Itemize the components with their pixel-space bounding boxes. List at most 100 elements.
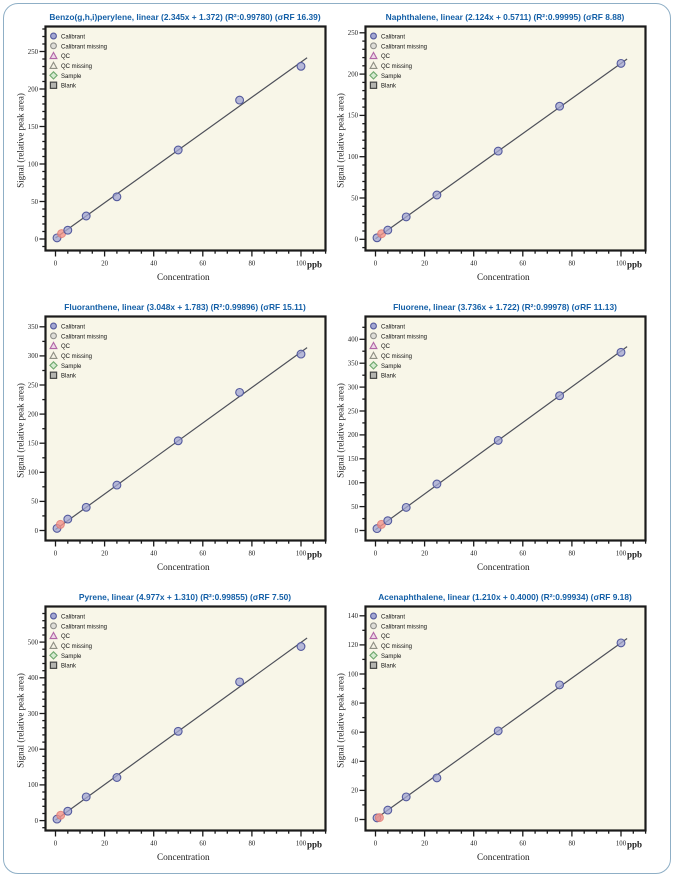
svg-text:Blank: Blank [381, 374, 397, 380]
svg-text:80: 80 [351, 700, 358, 707]
svg-text:Calibrant missing: Calibrant missing [381, 44, 427, 50]
svg-text:Sample: Sample [381, 74, 402, 80]
svg-text:QC missing: QC missing [381, 64, 412, 70]
svg-text:Signal (relative peak area): Signal (relative peak area) [335, 673, 345, 768]
svg-text:0: 0 [373, 841, 377, 848]
svg-text:60: 60 [351, 730, 358, 737]
svg-text:Signal (relative peak area): Signal (relative peak area) [16, 93, 26, 188]
svg-text:150: 150 [347, 113, 358, 120]
svg-text:Blank: Blank [381, 84, 397, 90]
svg-text:Acenaphthalene, linear (1.210x: Acenaphthalene, linear (1.210x + 0.4000)… [378, 592, 632, 602]
svg-text:250: 250 [28, 49, 39, 56]
svg-text:60: 60 [519, 261, 526, 268]
svg-text:Calibrant missing: Calibrant missing [61, 334, 107, 340]
svg-text:ppb: ppb [627, 260, 642, 270]
svg-text:Fluorene, linear (3.736x + 1.7: Fluorene, linear (3.736x + 1.722) (R²:0.… [393, 302, 617, 312]
svg-text:100: 100 [347, 154, 358, 161]
svg-text:QC missing: QC missing [61, 354, 92, 360]
svg-text:Signal (relative peak area): Signal (relative peak area) [335, 93, 345, 188]
svg-text:20: 20 [421, 261, 428, 268]
svg-text:50: 50 [31, 499, 38, 506]
svg-text:20: 20 [421, 551, 428, 558]
svg-text:Calibrant missing: Calibrant missing [381, 624, 427, 630]
svg-text:Concentration: Concentration [476, 853, 529, 863]
svg-text:Calibrant: Calibrant [381, 324, 405, 330]
svg-text:150: 150 [28, 124, 39, 131]
svg-text:80: 80 [568, 551, 575, 558]
svg-text:Concentration: Concentration [476, 273, 529, 283]
svg-text:0: 0 [35, 528, 39, 535]
svg-text:0: 0 [54, 551, 58, 558]
svg-text:140: 140 [347, 613, 358, 620]
svg-text:QC missing: QC missing [61, 64, 92, 70]
svg-text:400: 400 [347, 337, 358, 344]
svg-text:100: 100 [28, 782, 39, 789]
svg-text:Pyrene, linear (4.977x + 1.310: Pyrene, linear (4.977x + 1.310) (R²:0.99… [79, 592, 291, 602]
svg-text:250: 250 [347, 408, 358, 415]
svg-text:300: 300 [28, 711, 39, 718]
svg-text:100: 100 [347, 480, 358, 487]
svg-text:Blank: Blank [61, 374, 77, 380]
svg-text:100: 100 [615, 261, 626, 268]
svg-text:400: 400 [28, 675, 39, 682]
svg-text:ppb: ppb [627, 840, 642, 850]
svg-text:Signal (relative peak area): Signal (relative peak area) [16, 673, 26, 768]
svg-text:100: 100 [347, 671, 358, 678]
svg-text:0: 0 [354, 817, 358, 824]
svg-text:QC: QC [61, 634, 71, 640]
svg-text:ppb: ppb [307, 260, 322, 270]
svg-text:QC: QC [381, 344, 391, 350]
svg-text:Sample: Sample [61, 74, 82, 80]
svg-text:Calibrant: Calibrant [381, 614, 405, 620]
svg-text:300: 300 [347, 384, 358, 391]
svg-text:50: 50 [351, 195, 358, 202]
svg-text:80: 80 [249, 841, 256, 848]
svg-text:QC: QC [61, 54, 71, 60]
svg-text:Concentration: Concentration [157, 853, 210, 863]
svg-text:Sample: Sample [381, 364, 402, 370]
svg-text:200: 200 [347, 71, 358, 78]
svg-text:40: 40 [351, 759, 358, 766]
svg-text:Concentration: Concentration [476, 563, 529, 573]
svg-text:0: 0 [373, 551, 377, 558]
svg-text:QC missing: QC missing [61, 644, 92, 650]
svg-text:350: 350 [347, 361, 358, 368]
svg-text:100: 100 [28, 470, 39, 477]
svg-text:QC: QC [61, 344, 71, 350]
svg-text:Calibrant: Calibrant [61, 324, 85, 330]
svg-text:60: 60 [199, 841, 206, 848]
svg-text:80: 80 [568, 261, 575, 268]
svg-text:QC missing: QC missing [381, 354, 412, 360]
svg-text:150: 150 [347, 456, 358, 463]
svg-text:Calibrant: Calibrant [381, 34, 405, 40]
svg-text:0: 0 [373, 261, 377, 268]
svg-text:60: 60 [519, 551, 526, 558]
svg-text:ppb: ppb [627, 550, 642, 560]
svg-text:Fluoranthene, linear (3.048x +: Fluoranthene, linear (3.048x + 1.783) (R… [64, 302, 306, 312]
svg-text:300: 300 [28, 353, 39, 360]
svg-text:60: 60 [199, 261, 206, 268]
svg-text:Concentration: Concentration [157, 273, 210, 283]
svg-text:20: 20 [421, 841, 428, 848]
svg-text:100: 100 [296, 841, 307, 848]
svg-text:100: 100 [615, 551, 626, 558]
svg-text:20: 20 [351, 788, 358, 795]
svg-text:60: 60 [519, 841, 526, 848]
svg-text:200: 200 [28, 747, 39, 754]
svg-text:Signal (relative peak area): Signal (relative peak area) [335, 383, 345, 478]
svg-text:ppb: ppb [307, 840, 322, 850]
svg-text:350: 350 [28, 324, 39, 331]
svg-text:Blank: Blank [61, 664, 77, 670]
svg-text:40: 40 [150, 841, 157, 848]
svg-text:Calibrant missing: Calibrant missing [61, 624, 107, 630]
svg-text:Calibrant missing: Calibrant missing [381, 334, 427, 340]
svg-text:80: 80 [249, 261, 256, 268]
svg-text:QC: QC [381, 54, 391, 60]
svg-text:Naphthalene, linear (2.124x +: Naphthalene, linear (2.124x + 0.5711) (R… [385, 12, 624, 22]
svg-text:20: 20 [101, 261, 108, 268]
svg-text:40: 40 [470, 841, 477, 848]
svg-text:50: 50 [31, 199, 38, 206]
svg-text:Benzo(g,h,i)perylene, linear (: Benzo(g,h,i)perylene, linear (2.345x + 1… [49, 12, 320, 22]
svg-text:0: 0 [354, 237, 358, 244]
svg-text:0: 0 [354, 528, 358, 535]
